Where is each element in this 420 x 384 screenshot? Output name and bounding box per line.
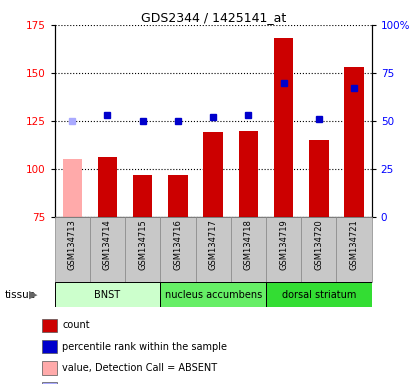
Text: BNST: BNST — [94, 290, 121, 300]
Bar — [203, 132, 223, 217]
Bar — [231, 217, 266, 282]
Bar — [168, 175, 188, 217]
Bar — [55, 282, 160, 307]
Bar — [160, 217, 196, 282]
Text: ▶: ▶ — [29, 290, 37, 300]
Text: value, Detection Call = ABSENT: value, Detection Call = ABSENT — [62, 362, 217, 373]
Bar — [55, 217, 90, 282]
Bar — [196, 217, 231, 282]
Text: count: count — [62, 320, 90, 331]
Bar — [309, 140, 328, 217]
Bar — [266, 282, 372, 307]
Bar — [133, 175, 152, 217]
Bar — [98, 157, 117, 217]
Text: GSM134720: GSM134720 — [314, 220, 323, 270]
Bar — [63, 159, 82, 217]
Text: GSM134718: GSM134718 — [244, 220, 253, 270]
Text: GSM134717: GSM134717 — [209, 220, 218, 270]
Bar — [266, 217, 301, 282]
Bar — [160, 282, 266, 307]
Text: GSM134719: GSM134719 — [279, 220, 288, 270]
Text: GSM134715: GSM134715 — [138, 220, 147, 270]
Text: GSM134716: GSM134716 — [173, 220, 182, 270]
Text: GSM134713: GSM134713 — [68, 220, 77, 270]
Bar — [344, 67, 364, 217]
Text: GSM134721: GSM134721 — [349, 220, 359, 270]
Bar — [90, 217, 125, 282]
Title: GDS2344 / 1425141_at: GDS2344 / 1425141_at — [141, 11, 286, 24]
Text: percentile rank within the sample: percentile rank within the sample — [62, 341, 227, 352]
Text: nucleus accumbens: nucleus accumbens — [165, 290, 262, 300]
Bar — [274, 38, 293, 217]
Text: GSM134714: GSM134714 — [103, 220, 112, 270]
Text: tissue: tissue — [4, 290, 35, 300]
Bar — [239, 131, 258, 217]
Bar — [336, 217, 372, 282]
Bar — [125, 217, 160, 282]
Bar — [301, 217, 336, 282]
Text: dorsal striatum: dorsal striatum — [282, 290, 356, 300]
